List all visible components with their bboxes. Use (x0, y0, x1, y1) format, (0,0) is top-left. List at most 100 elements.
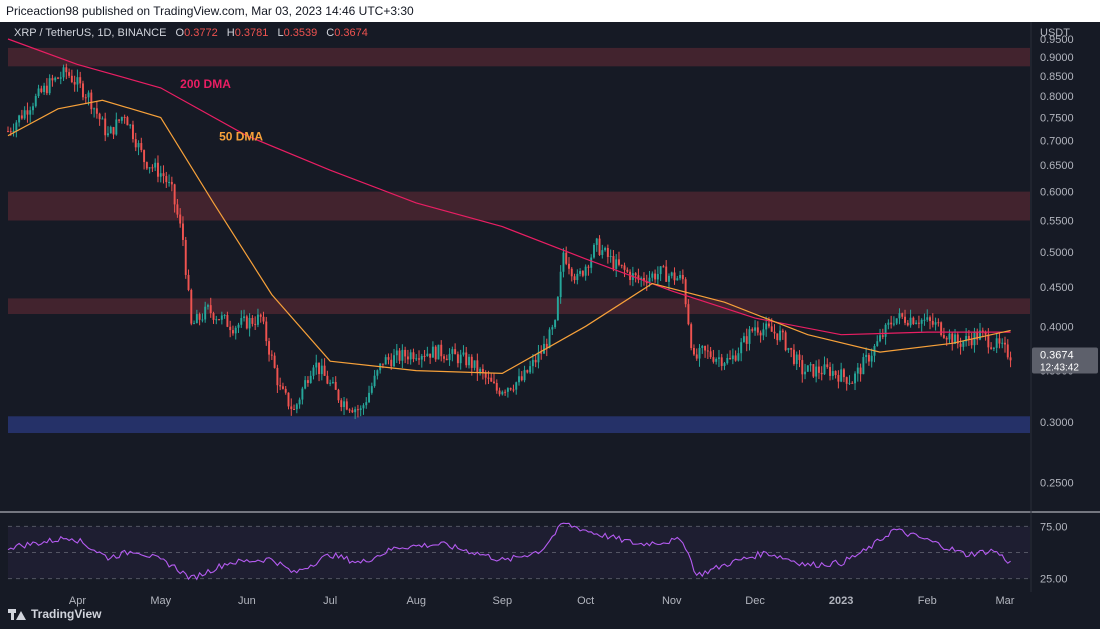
candle-body (118, 119, 121, 121)
candle-body (876, 341, 879, 346)
candle-body (862, 357, 865, 375)
candle-body (892, 323, 895, 325)
candle-body (654, 273, 657, 280)
price-chart[interactable]: 200 DMA 50 DMA 75.00 25.00 0.2500 0.3000 0.3… (0, 22, 1100, 607)
candle-body (992, 347, 995, 349)
candle-body (604, 247, 607, 251)
candle-body (931, 320, 934, 325)
y-tick-label: 0.5500 (1040, 216, 1074, 228)
y-tick-label: 0.5000 (1040, 247, 1074, 259)
candle-body (701, 345, 704, 348)
candle-body (406, 356, 409, 360)
candle-body (970, 339, 973, 346)
candle-body (420, 355, 423, 360)
candle-body (234, 327, 237, 334)
candle-body (301, 388, 304, 400)
tradingview-logo-icon (8, 608, 26, 620)
candle-body (95, 108, 98, 114)
candle-body (484, 372, 487, 378)
candle-body (615, 259, 618, 269)
candle-body (712, 357, 715, 362)
candle-body (284, 388, 287, 393)
candle-body (331, 381, 334, 383)
candle-body (151, 167, 154, 169)
candle-body (348, 409, 351, 411)
candle-body (945, 337, 948, 340)
candle-body (426, 353, 429, 357)
candle-body (398, 350, 401, 361)
candle-body (937, 322, 940, 324)
candle-body (315, 362, 318, 368)
candle-body (90, 92, 93, 110)
candle-body (898, 313, 901, 319)
candle-body (295, 404, 298, 410)
y-tick-label: 0.3000 (1040, 417, 1074, 429)
candle-body (965, 335, 968, 342)
candle-body (356, 409, 359, 411)
candle-body (804, 371, 807, 375)
candle-body (204, 306, 207, 320)
candle-body (154, 162, 157, 168)
candle-body (265, 321, 268, 342)
candle-body (490, 377, 493, 382)
candle-body (593, 244, 595, 258)
x-tick-label: Sep (493, 595, 513, 607)
publish-info: Priceaction98 published on TradingView.c… (0, 0, 1100, 22)
candle-body (715, 358, 718, 362)
candle-body (7, 131, 9, 133)
candle-body (68, 72, 71, 76)
candle-body (443, 356, 445, 359)
candle-body (237, 324, 240, 328)
candle-body (826, 364, 829, 367)
candle-body (423, 355, 426, 357)
candle-body (190, 289, 193, 324)
candle-body (48, 78, 51, 94)
candle-body (359, 408, 362, 410)
candle-body (512, 389, 515, 391)
candle-body (184, 239, 187, 275)
candle-body (240, 318, 243, 325)
candle-body (84, 97, 87, 99)
candle-body (909, 317, 912, 326)
close-value: 0.3674 (334, 27, 368, 39)
last-price-badge (1032, 347, 1098, 374)
candle-body (656, 274, 659, 280)
candle-body (479, 368, 482, 373)
candle-body (676, 278, 679, 281)
axes-layer: 0.25000.30000.35000.40000.45000.50000.55… (69, 22, 1098, 607)
candle-body (745, 336, 748, 344)
candle-body (343, 401, 346, 408)
candle-body (298, 399, 301, 405)
candle-body (962, 341, 965, 347)
candle-body (43, 85, 46, 93)
y-tick-label: 0.4000 (1040, 321, 1074, 333)
high-value: 0.3781 (234, 27, 269, 39)
candle-body (32, 106, 34, 111)
candle-body (76, 77, 79, 85)
candle-body (762, 329, 765, 336)
candle-body (162, 173, 165, 177)
candle-body (329, 382, 332, 384)
y-tick-label: 0.9000 (1040, 52, 1074, 64)
candle-body (706, 350, 709, 352)
candle-body (318, 362, 321, 375)
candle-body (351, 410, 354, 413)
candle-body (293, 409, 296, 411)
candle-body (459, 354, 462, 364)
candle-body (409, 352, 412, 360)
candle-body (551, 327, 554, 330)
moving-averages-layer (7, 38, 1011, 375)
candle-body (773, 331, 776, 334)
candle-body (156, 162, 159, 177)
candle-body (187, 274, 190, 290)
candle-body (195, 314, 198, 324)
candle-body (273, 355, 276, 368)
candle-body (926, 317, 929, 320)
candle-body (606, 247, 609, 257)
candle-body (742, 336, 745, 343)
low-value: 0.3539 (283, 27, 318, 39)
candle-body (623, 265, 626, 270)
candle-body (259, 314, 262, 317)
y-tick-label: 0.7000 (1040, 135, 1074, 147)
tradingview-brand[interactable]: TradingView (8, 607, 101, 621)
